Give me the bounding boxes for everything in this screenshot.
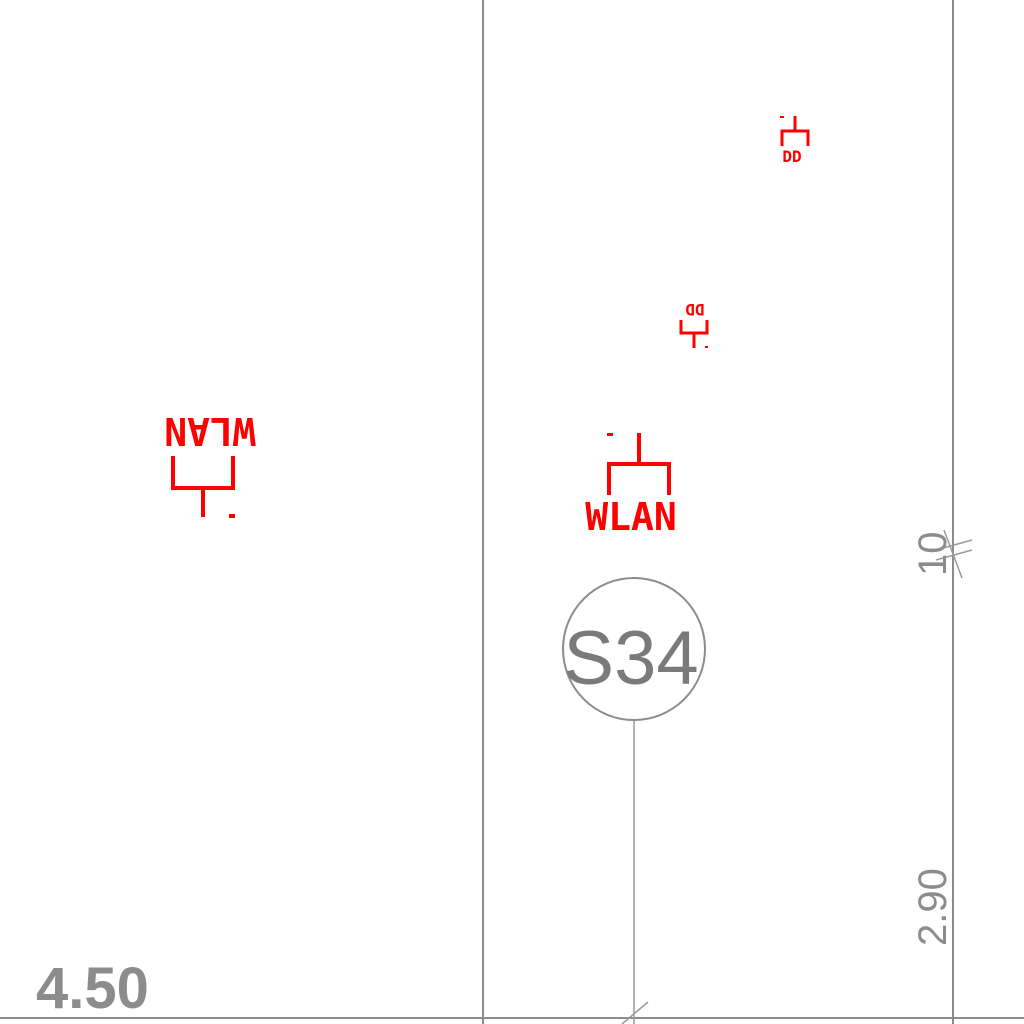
data-outlet-symbol-inverted[interactable]: DD [679, 300, 709, 348]
dimension-left-width: 4.50 [36, 956, 149, 1021]
outlet-marker-dot [780, 116, 784, 118]
room-tag[interactable]: S34 [562, 577, 706, 721]
dim-tick-3 [943, 529, 963, 579]
dim-tick-1 [935, 539, 973, 551]
wlan-outlet-symbol-inverted[interactable]: WLAN [164, 409, 256, 518]
outlet-marker-dot [705, 346, 708, 348]
leader-tick [621, 1001, 649, 1024]
wlan-outlet-label-inverted: WLAN [164, 409, 256, 453]
outlet-marker-dot [607, 433, 613, 436]
outlet-marker-dot [229, 514, 235, 518]
room-tag-circle [562, 577, 706, 721]
dimension-vertical-lower: 2.90 [911, 868, 955, 946]
dimension-vertical-upper: 10 [911, 532, 955, 577]
data-outlet-symbol-upright[interactable]: DD [780, 116, 810, 166]
data-outlet-label-upright: DD [782, 147, 801, 166]
antenna-icon [607, 433, 671, 495]
wlan-outlet-label-upright: WLAN [585, 495, 677, 539]
room-tag-label: S34 [563, 616, 698, 701]
data-port-icon [780, 116, 810, 146]
data-port-icon [679, 320, 709, 348]
data-outlet-label-inverted: DD [685, 300, 704, 319]
antenna-icon [171, 456, 235, 517]
wlan-outlet-symbol-upright[interactable]: WLAN [585, 433, 677, 539]
